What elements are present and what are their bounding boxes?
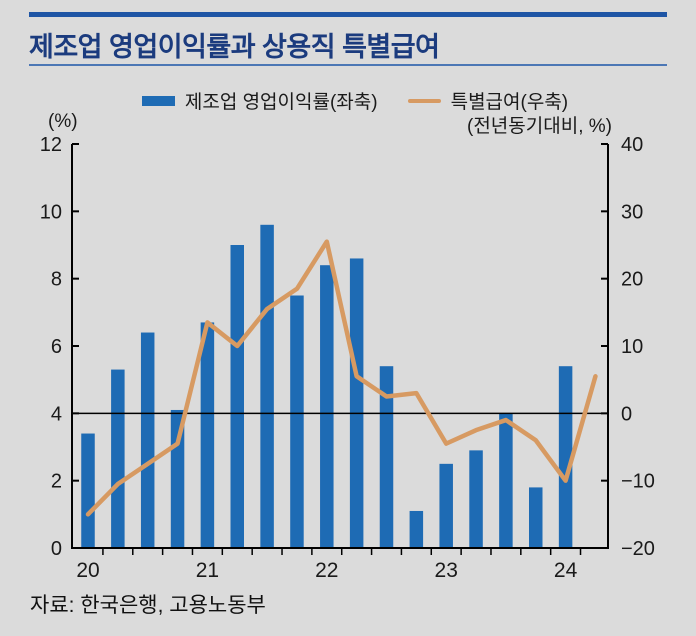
x-axis-year-label-20: 20: [76, 559, 99, 582]
bar-2022Q4: [409, 510, 424, 548]
source-note: 자료: 한국은행, 고용노동부: [30, 594, 266, 617]
legend-label-profit-margin: 제조업 영업이익률(좌축): [184, 92, 378, 113]
title-underline: [29, 64, 667, 66]
bar-2023Q2: [469, 450, 483, 548]
legend-item-profit-margin: 제조업 영업이익률(좌축): [141, 87, 378, 114]
bar-2023Q1: [439, 463, 453, 548]
right-axis-tick-label--10: −10: [621, 471, 655, 493]
bar-2024Q1: [558, 366, 573, 548]
bar-2020Q2: [111, 369, 125, 548]
left-axis-unit-label: (%): [48, 111, 78, 132]
right-axis-unit-label: (전년동기대비, %): [467, 116, 612, 137]
bar-series-swatch-icon: [141, 95, 175, 106]
bar-2022Q2: [349, 258, 364, 548]
bar-2020Q1: [81, 433, 95, 548]
left-axis-tick-label-6: 6: [51, 336, 62, 358]
right-axis-tick-label-40: 40: [621, 134, 643, 156]
left-axis-tick-label-10: 10: [40, 201, 62, 223]
bar-2021Q4: [290, 295, 304, 548]
left-axis-tick-label-8: 8: [51, 269, 62, 291]
legend-label-special-pay: 특별급여(우축): [450, 92, 569, 113]
right-axis-tick-label-20: 20: [621, 269, 643, 291]
left-axis-tick-label-12: 12: [40, 134, 62, 156]
right-axis-tick-label-10: 10: [621, 336, 643, 358]
bar-2020Q3: [140, 332, 155, 548]
right-axis-tick-label--20: −20: [621, 538, 655, 560]
bar-2022Q1: [320, 265, 334, 548]
bar-2023Q3: [499, 413, 513, 548]
bar-2021Q3: [260, 224, 274, 549]
x-axis-year-label-23: 23: [435, 559, 458, 582]
bar-2023Q4: [529, 487, 543, 548]
top-accent-rule: [29, 12, 667, 17]
x-axis-year-label-24: 24: [554, 559, 578, 582]
line-series-swatch-icon: [407, 98, 441, 103]
left-axis-tick-label-4: 4: [51, 403, 62, 425]
legend: 제조업 영업이익률(좌축) 특별급여(우축): [0, 87, 696, 114]
special-pay-line: [85, 239, 598, 517]
bar-2021Q2: [230, 245, 244, 548]
right-axis-tick-label-0: 0: [621, 403, 632, 425]
left-axis-tick-label-2: 2: [51, 471, 62, 493]
x-axis-year-label-21: 21: [196, 559, 219, 582]
bar-2022Q3: [379, 366, 394, 548]
right-axis-tick-label-30: 30: [621, 201, 643, 223]
left-axis-tick-label-0: 0: [51, 538, 62, 560]
bar-2021Q1: [200, 322, 215, 548]
x-axis-year-label-22: 22: [315, 559, 338, 582]
page-title: 제조업 영업이익률과 상용직 특별급여: [29, 32, 440, 62]
legend-item-special-pay: 특별급여(우축): [407, 87, 569, 114]
